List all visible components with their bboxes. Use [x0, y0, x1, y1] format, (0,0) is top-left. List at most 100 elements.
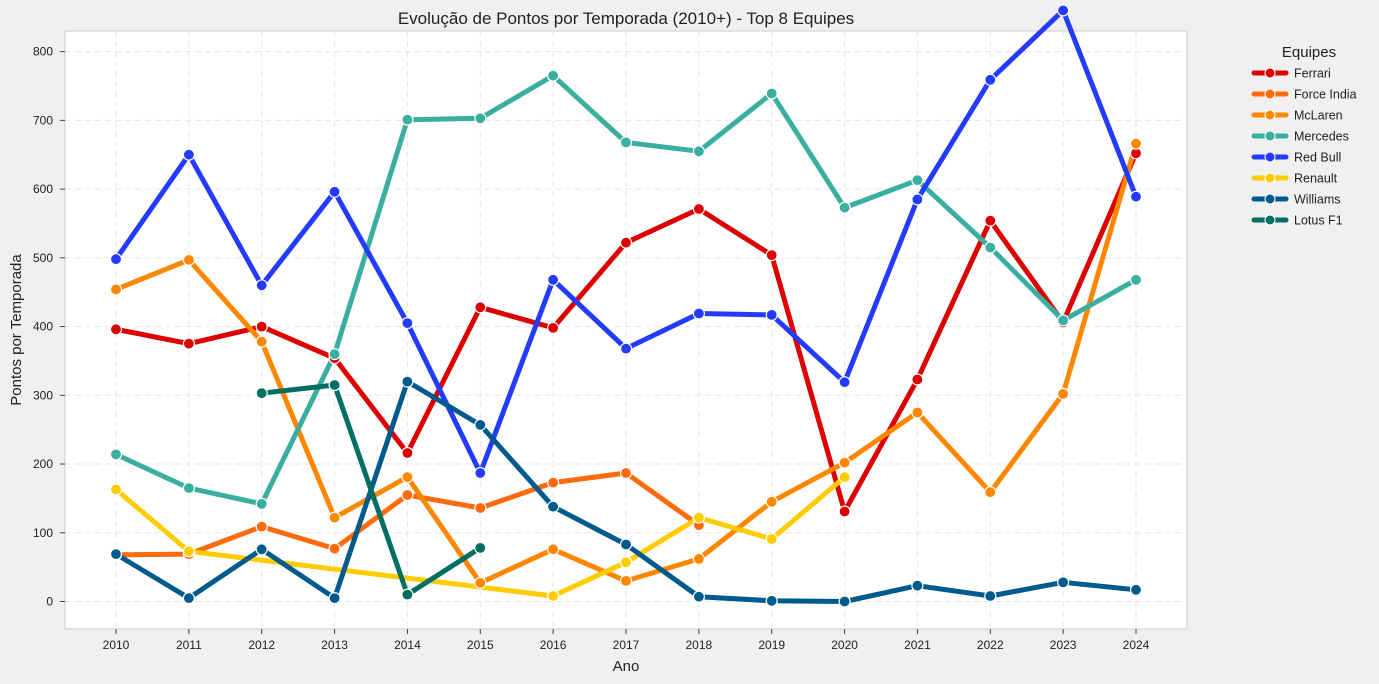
data-point-williams	[109, 547, 123, 561]
y-axis-label: Pontos por Temporada	[8, 254, 25, 406]
legend-marker-mercedes	[1264, 130, 1276, 142]
data-point-williams	[1129, 583, 1143, 596]
data-point-mercedes	[182, 482, 195, 495]
legend-item-mclaren: McLaren	[1251, 109, 1343, 123]
x-tick-label: 2019	[758, 638, 785, 652]
legend-item-renault: Renault	[1251, 172, 1338, 186]
x-tick-label: 2017	[613, 638, 640, 652]
data-point-mclaren	[401, 471, 414, 484]
data-point-lotus-f1	[401, 588, 414, 601]
data-point-red-bull	[619, 342, 633, 355]
data-point-ferrari	[182, 337, 195, 350]
data-point-force-india	[619, 466, 633, 480]
data-point-lotus-f1	[474, 541, 487, 555]
data-point-mercedes	[1056, 314, 1070, 327]
data-point-ferrari	[109, 323, 123, 336]
x-tick-label: 2018	[686, 638, 713, 652]
legend-label-ferrari: Ferrari	[1294, 67, 1331, 81]
data-point-renault	[692, 511, 706, 524]
data-point-red-bull	[182, 148, 195, 161]
x-tick-label: 2012	[248, 638, 275, 652]
legend-item-mercedes: Mercedes	[1251, 130, 1349, 144]
data-point-williams	[692, 590, 706, 603]
data-point-force-india	[401, 488, 414, 502]
data-point-red-bull	[984, 73, 997, 86]
data-point-mercedes	[255, 497, 268, 510]
data-point-williams	[619, 538, 633, 551]
data-point-ferrari	[984, 214, 997, 227]
y-tick-label: 600	[33, 182, 53, 196]
data-point-mclaren	[911, 406, 924, 419]
data-point-mercedes	[838, 201, 851, 214]
y-tick-label: 800	[33, 45, 53, 59]
data-point-ferrari	[838, 505, 851, 518]
series-points	[109, 4, 1143, 608]
data-point-mclaren	[692, 552, 706, 566]
data-point-red-bull	[911, 193, 924, 206]
data-point-mclaren	[1129, 137, 1143, 150]
data-point-williams	[765, 594, 778, 607]
x-tick-label: 2024	[1123, 638, 1150, 652]
data-point-mercedes	[984, 241, 997, 254]
data-point-ferrari	[692, 202, 706, 216]
y-tick-label: 100	[33, 526, 53, 540]
x-tick-label: 2014	[394, 638, 421, 652]
y-tick-label: 700	[33, 113, 53, 127]
x-tick-label: 2010	[103, 638, 130, 652]
y-tick-label: 200	[33, 457, 53, 471]
data-point-mercedes	[109, 448, 123, 461]
x-tick-label: 2020	[831, 638, 858, 652]
data-point-red-bull	[838, 376, 851, 389]
y-tick-label: 500	[33, 251, 53, 265]
series-line-lotus-f1	[259, 382, 483, 598]
legend-marker-ferrari	[1264, 67, 1276, 79]
legend-item-williams: Williams	[1251, 193, 1341, 207]
chart-title: Evolução de Pontos por Temporada (2010+)…	[398, 9, 854, 28]
legend-label-renault: Renault	[1294, 172, 1338, 186]
data-point-red-bull	[765, 308, 778, 321]
data-point-mclaren	[109, 283, 123, 296]
data-point-mercedes	[546, 69, 560, 82]
data-point-mercedes	[765, 87, 778, 100]
data-point-lotus-f1	[328, 378, 341, 392]
data-point-mclaren	[984, 486, 997, 499]
data-point-mercedes	[401, 113, 414, 126]
data-point-force-india	[255, 520, 268, 533]
data-point-mclaren	[1056, 387, 1070, 400]
data-point-mclaren	[255, 335, 268, 348]
data-point-renault	[619, 556, 633, 569]
data-point-mclaren	[328, 511, 341, 524]
data-point-williams	[1056, 576, 1070, 589]
legend-marker-renault	[1264, 172, 1276, 184]
data-point-mclaren	[838, 456, 851, 469]
data-point-renault	[109, 483, 123, 496]
data-point-williams	[401, 375, 414, 388]
legend-label-lotus-f1: Lotus F1	[1294, 214, 1343, 228]
data-point-red-bull	[401, 317, 414, 330]
data-point-mclaren	[765, 495, 778, 508]
legend-item-force-india: Force India	[1251, 88, 1357, 102]
data-point-williams	[474, 418, 487, 431]
data-point-force-india	[546, 476, 560, 489]
legend-marker-lotus-f1	[1264, 214, 1276, 226]
y-axis-ticks: 0 100 200 300 400 500 600 700 800	[33, 45, 65, 609]
x-tick-label: 2022	[977, 638, 1004, 652]
data-point-red-bull	[328, 185, 341, 198]
data-point-mercedes	[474, 112, 487, 125]
data-point-ferrari	[619, 236, 633, 249]
x-tick-label: 2023	[1050, 638, 1077, 652]
data-point-mclaren	[619, 574, 633, 588]
legend-title: Equipes	[1282, 44, 1336, 61]
legend-label-mercedes: Mercedes	[1294, 130, 1349, 144]
data-point-force-india	[474, 501, 487, 515]
data-point-red-bull	[255, 279, 268, 292]
data-point-mercedes	[911, 174, 924, 187]
y-tick-label: 0	[46, 595, 53, 609]
data-point-ferrari	[401, 446, 414, 460]
legend: Equipes Ferrari Force India McLaren Mercede…	[1251, 44, 1357, 228]
legend-marker-mclaren	[1264, 109, 1276, 121]
x-tick-label: 2016	[540, 638, 567, 652]
x-tick-label: 2013	[321, 638, 348, 652]
data-point-ferrari	[911, 373, 924, 386]
